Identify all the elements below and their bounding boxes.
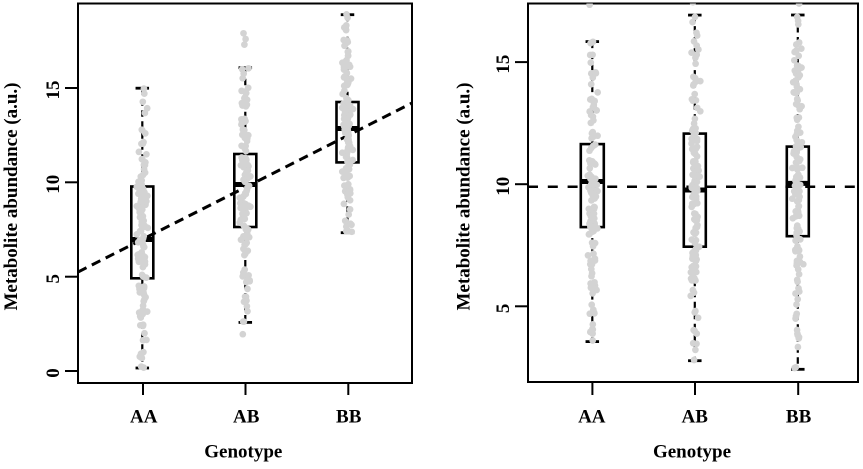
svg-text:Metabolite abundance (a.u.): Metabolite abundance (a.u.) [1,83,22,311]
svg-text:15: 15 [493,55,514,74]
svg-text:5: 5 [43,274,64,284]
svg-text:AB: AB [233,407,260,428]
svg-text:Genotype: Genotype [204,441,282,462]
svg-text:15: 15 [43,81,64,100]
svg-text:Genotype: Genotype [653,441,731,462]
svg-text:BB: BB [336,407,362,428]
svg-text:10: 10 [43,175,64,194]
svg-text:0: 0 [43,368,64,378]
svg-text:BB: BB [786,407,812,428]
svg-text:10: 10 [493,177,514,196]
svg-text:AA: AA [578,407,606,428]
svg-text:5: 5 [493,304,514,314]
svg-text:Metabolite abundance (a.u.): Metabolite abundance (a.u.) [454,83,475,311]
svg-text:AB: AB [681,407,708,428]
svg-text:AA: AA [130,407,158,428]
